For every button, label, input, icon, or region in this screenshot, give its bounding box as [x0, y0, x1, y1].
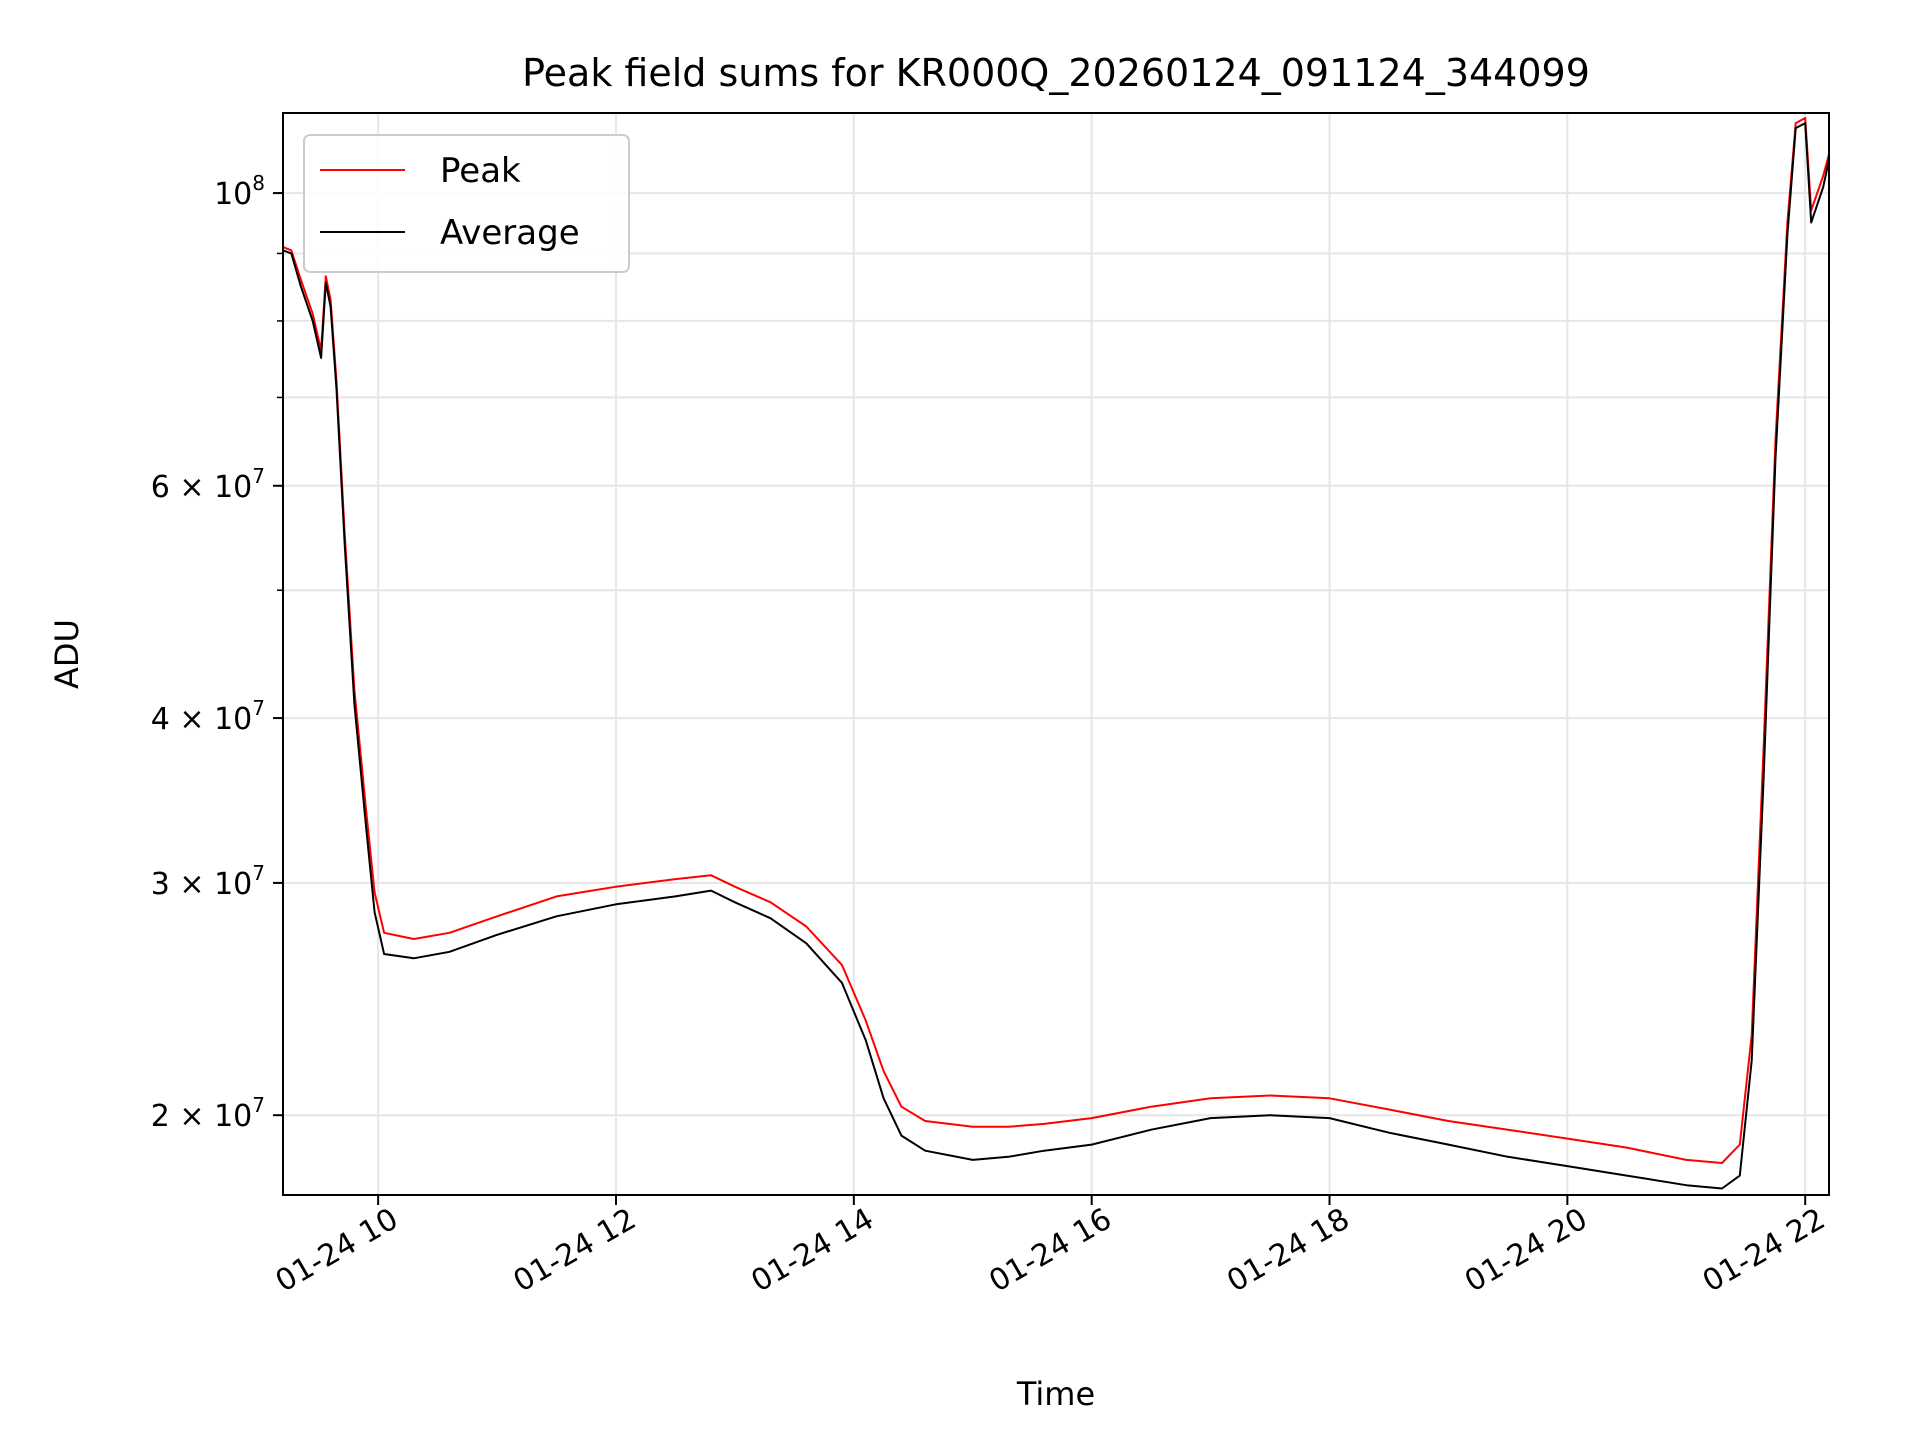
y-tick-label: 2 × 107 — [151, 1093, 265, 1134]
y-tick-exponent: 7 — [252, 1093, 265, 1117]
y-tick-label: 6 × 107 — [151, 464, 265, 505]
plot-frame — [282, 112, 1830, 1196]
y-tick-exponent: 7 — [252, 696, 265, 720]
y-axis-label: ADU — [48, 619, 86, 689]
y-tick-base: 2 × 10 — [151, 1099, 252, 1134]
y-tick-exponent: 7 — [252, 861, 265, 885]
y-tick-label: 4 × 107 — [151, 696, 265, 737]
y-tick-base: 10 — [214, 177, 252, 212]
x-axis-label: Time — [1016, 1375, 1095, 1413]
y-tick-base: 3 × 10 — [151, 867, 252, 902]
legend: Peak Average — [303, 134, 630, 273]
series-layer — [283, 117, 1829, 1190]
grid — [283, 113, 1829, 1195]
y-tick-base: 6 × 10 — [151, 470, 252, 505]
y-tick-exponent: 8 — [252, 171, 265, 195]
legend-label-average: Average — [440, 213, 580, 253]
y-tick-base: 4 × 10 — [151, 702, 252, 737]
chart-title: Peak field sums for KR000Q_20260124_0911… — [522, 51, 1590, 95]
series-line-average — [283, 122, 1829, 1190]
y-tick-exponent: 7 — [252, 464, 265, 488]
y-tick-label: 3 × 107 — [151, 861, 265, 902]
y-tick-label: 108 — [214, 171, 265, 212]
legend-label-peak: Peak — [440, 151, 521, 191]
